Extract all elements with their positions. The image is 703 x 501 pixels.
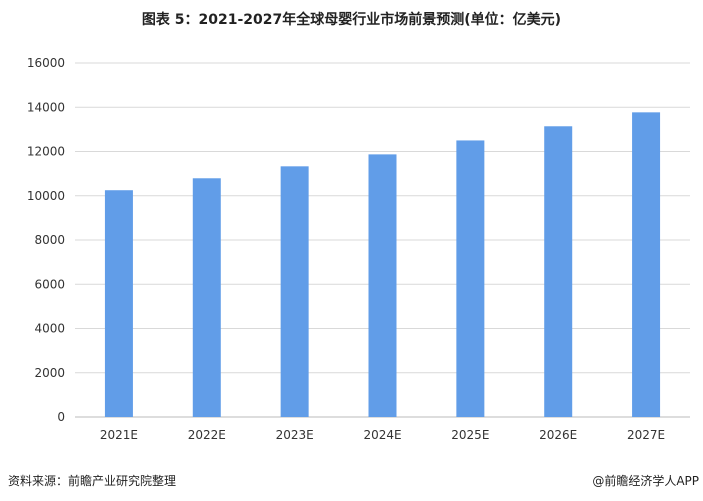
x-tick-label: 2021E [100, 428, 138, 442]
y-tick-label: 4000 [34, 322, 65, 336]
y-tick-label: 0 [57, 410, 65, 424]
bar-2022E [192, 178, 221, 417]
brand-credit: @前瞻经济学人APP [592, 474, 699, 488]
x-tick-label: 2026E [539, 428, 577, 442]
chart-title: 图表 5：2021-2027年全球母婴行业市场前景预测(单位：亿美元) [141, 12, 562, 28]
y-tick-label: 10000 [27, 189, 65, 203]
bar-2026E [544, 126, 573, 417]
bar-2024E [368, 154, 397, 417]
x-tick-label: 2023E [276, 428, 314, 442]
x-tick-label: 2022E [188, 428, 226, 442]
x-tick-label: 2027E [627, 428, 665, 442]
y-tick-label: 16000 [27, 56, 65, 70]
y-tick-label: 6000 [34, 277, 65, 291]
x-tick-label: 2024E [363, 428, 401, 442]
y-tick-label: 12000 [27, 145, 65, 159]
y-tick-label: 14000 [27, 100, 65, 114]
y-tick-label: 2000 [34, 366, 65, 380]
bar-2027E [632, 112, 661, 418]
y-tick-label: 8000 [34, 233, 65, 247]
x-tick-label: 2025E [451, 428, 489, 442]
bar-2021E [104, 190, 133, 417]
bar-2025E [456, 140, 485, 417]
bar-2023E [280, 166, 309, 417]
source-note: 资料来源：前瞻产业研究院整理 [8, 474, 177, 488]
